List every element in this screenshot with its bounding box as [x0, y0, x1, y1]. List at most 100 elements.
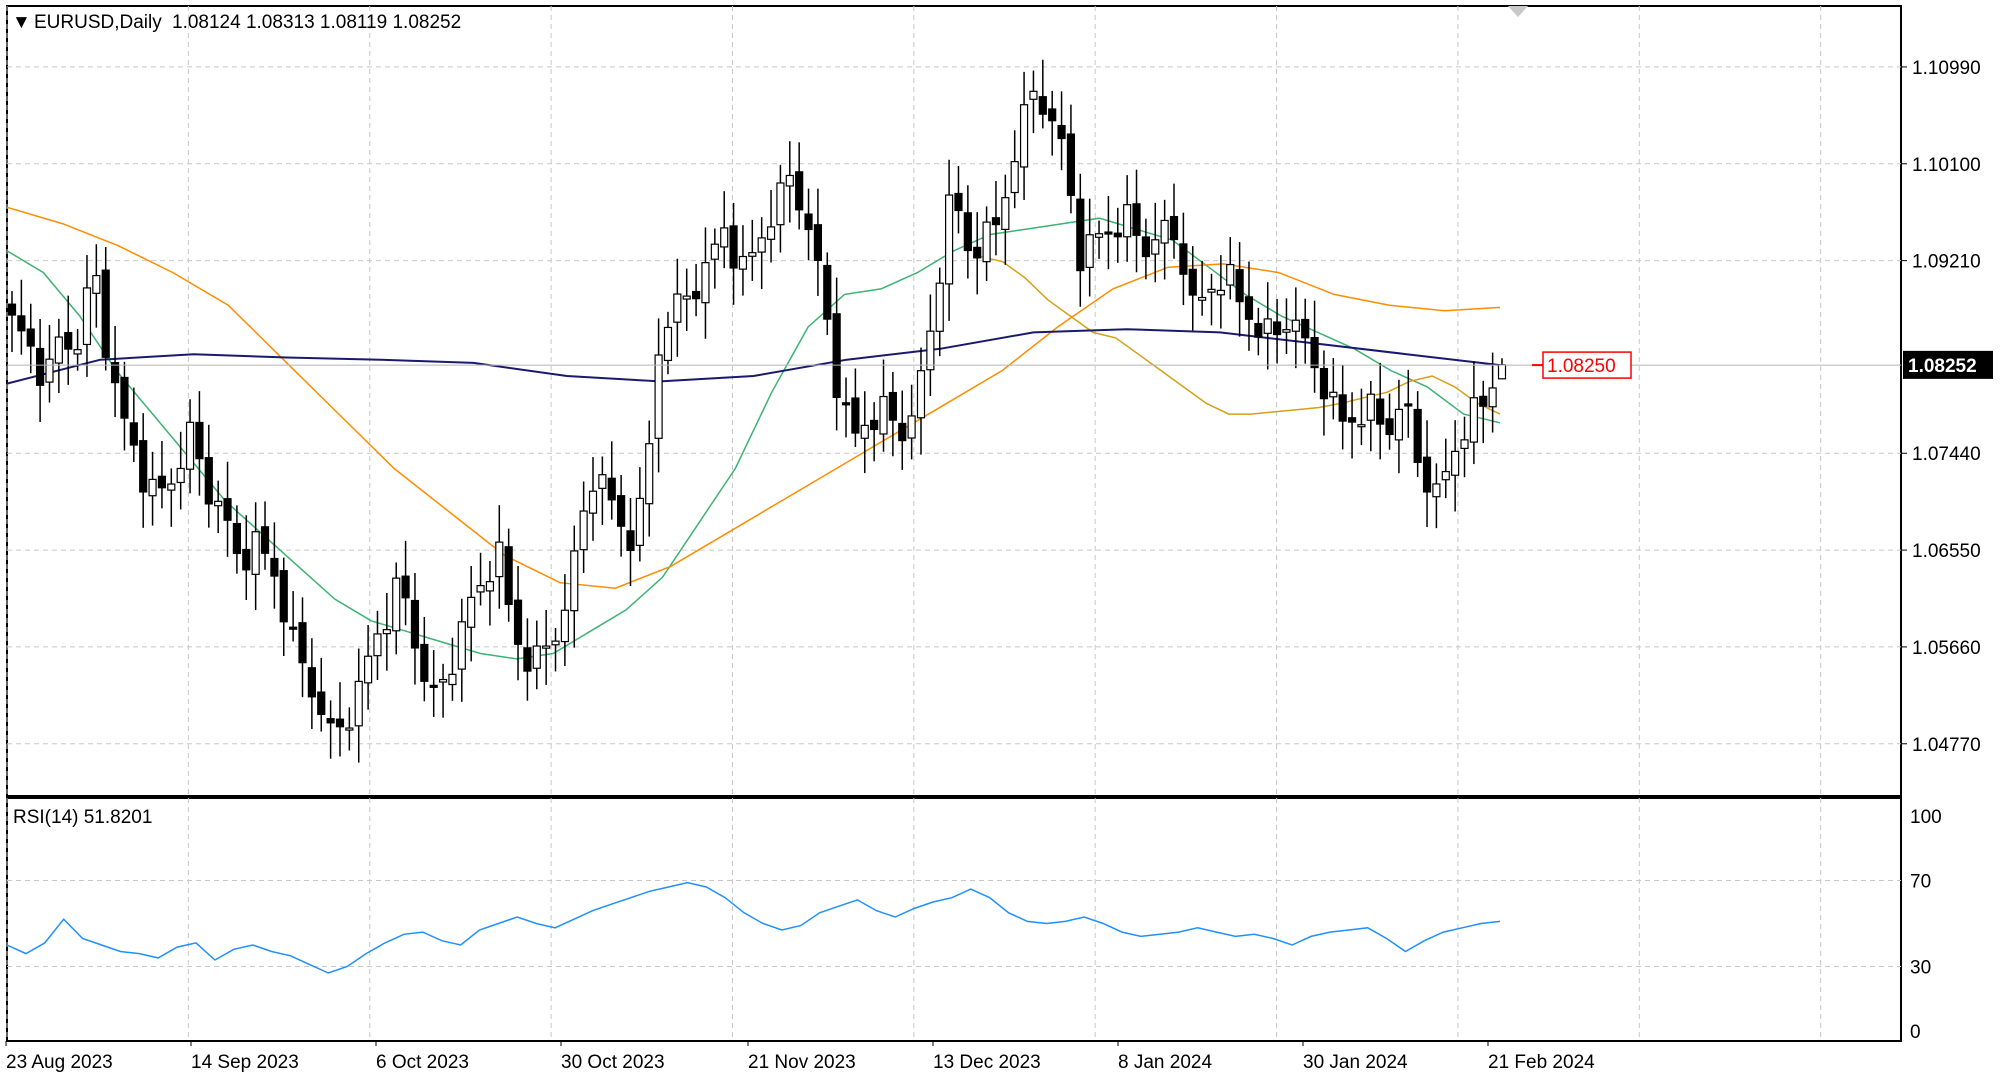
candle[interactable] — [485, 560, 495, 626]
candle[interactable] — [157, 440, 167, 509]
candle[interactable] — [457, 598, 466, 702]
candle[interactable] — [204, 424, 213, 528]
candle[interactable] — [635, 467, 644, 562]
candle[interactable] — [382, 592, 391, 671]
candle[interactable] — [1460, 416, 1469, 478]
candle[interactable] — [1301, 298, 1310, 364]
candle[interactable] — [1291, 287, 1300, 369]
candle[interactable] — [851, 368, 860, 448]
candle[interactable] — [1488, 352, 1497, 433]
candle[interactable] — [1329, 358, 1338, 420]
candle[interactable] — [738, 225, 748, 296]
candle[interactable] — [1432, 463, 1441, 529]
candle[interactable] — [832, 277, 841, 431]
candle[interactable] — [888, 371, 897, 457]
candle[interactable] — [307, 638, 316, 730]
candle[interactable] — [345, 707, 354, 751]
candle[interactable] — [513, 565, 523, 681]
candle[interactable] — [570, 525, 579, 648]
candle[interactable] — [17, 279, 26, 355]
candle[interactable] — [195, 391, 204, 496]
candle[interactable] — [1188, 246, 1197, 331]
candle[interactable] — [279, 557, 288, 657]
candle[interactable] — [120, 361, 129, 451]
candle[interactable] — [1394, 379, 1404, 474]
candle[interactable] — [691, 263, 701, 317]
candle[interactable] — [898, 390, 907, 470]
candle[interactable] — [813, 188, 823, 296]
candle[interactable] — [1451, 420, 1460, 512]
candle[interactable] — [1104, 195, 1113, 270]
candle[interactable] — [392, 562, 401, 655]
candle[interactable] — [476, 552, 485, 606]
candle[interactable] — [82, 255, 92, 377]
candle[interactable] — [242, 515, 251, 601]
candle[interactable] — [429, 650, 438, 717]
candle[interactable] — [1057, 91, 1066, 171]
candle[interactable] — [598, 456, 607, 525]
candle[interactable] — [588, 457, 598, 541]
chart-shift-icon[interactable] — [1508, 6, 1528, 17]
candle[interactable] — [710, 228, 719, 289]
candle[interactable] — [1038, 59, 1047, 129]
candle[interactable] — [1151, 202, 1160, 283]
candle[interactable] — [1263, 282, 1272, 370]
candle[interactable] — [795, 142, 804, 230]
candles[interactable] — [7, 59, 1507, 763]
candle[interactable] — [954, 165, 963, 234]
candle[interactable] — [1048, 90, 1057, 156]
candle[interactable] — [129, 387, 138, 462]
candle[interactable] — [645, 420, 654, 537]
candle[interactable] — [1357, 388, 1366, 446]
candle[interactable] — [1366, 381, 1375, 452]
candle[interactable] — [1479, 380, 1488, 444]
candle[interactable] — [626, 497, 635, 587]
candle[interactable] — [354, 648, 363, 763]
candle[interactable] — [1338, 365, 1347, 450]
candle[interactable] — [991, 181, 1001, 256]
candle[interactable] — [7, 291, 17, 353]
candle[interactable] — [720, 191, 729, 269]
candle[interactable] — [682, 268, 691, 332]
candle[interactable] — [438, 663, 448, 718]
candle[interactable] — [776, 164, 785, 253]
candle[interactable] — [1254, 307, 1263, 356]
candle[interactable] — [654, 318, 663, 473]
candle[interactable] — [757, 217, 766, 290]
candle[interactable] — [176, 431, 185, 510]
candle[interactable] — [1282, 298, 1291, 355]
candle[interactable] — [448, 637, 457, 701]
candle[interactable] — [532, 620, 541, 690]
candle[interactable] — [495, 505, 504, 609]
candle[interactable] — [860, 391, 869, 474]
candle[interactable] — [663, 311, 673, 375]
candle[interactable] — [167, 468, 176, 527]
candle[interactable] — [223, 461, 232, 557]
candle[interactable] — [139, 413, 148, 528]
candle[interactable] — [1310, 300, 1319, 393]
candle[interactable] — [879, 359, 888, 452]
candle[interactable] — [579, 481, 588, 574]
candle[interactable] — [289, 591, 298, 642]
candle[interactable] — [1029, 70, 1038, 134]
candle[interactable] — [317, 657, 326, 732]
candle[interactable] — [1094, 220, 1104, 259]
candle[interactable] — [1272, 298, 1282, 364]
candle[interactable] — [326, 700, 335, 759]
candle[interactable] — [504, 528, 513, 622]
candle[interactable] — [1076, 173, 1085, 307]
candle[interactable] — [26, 303, 35, 374]
candle[interactable] — [148, 451, 157, 526]
candle[interactable] — [823, 252, 832, 336]
candle[interactable] — [1244, 261, 1254, 351]
candle[interactable] — [364, 624, 373, 710]
candle[interactable] — [701, 227, 710, 339]
candle[interactable] — [841, 377, 851, 438]
candle[interactable] — [907, 384, 916, 460]
candle[interactable] — [1198, 260, 1207, 316]
candle[interactable] — [73, 328, 82, 371]
candle[interactable] — [298, 597, 307, 698]
candle[interactable] — [1160, 199, 1169, 280]
candle[interactable] — [542, 609, 551, 685]
